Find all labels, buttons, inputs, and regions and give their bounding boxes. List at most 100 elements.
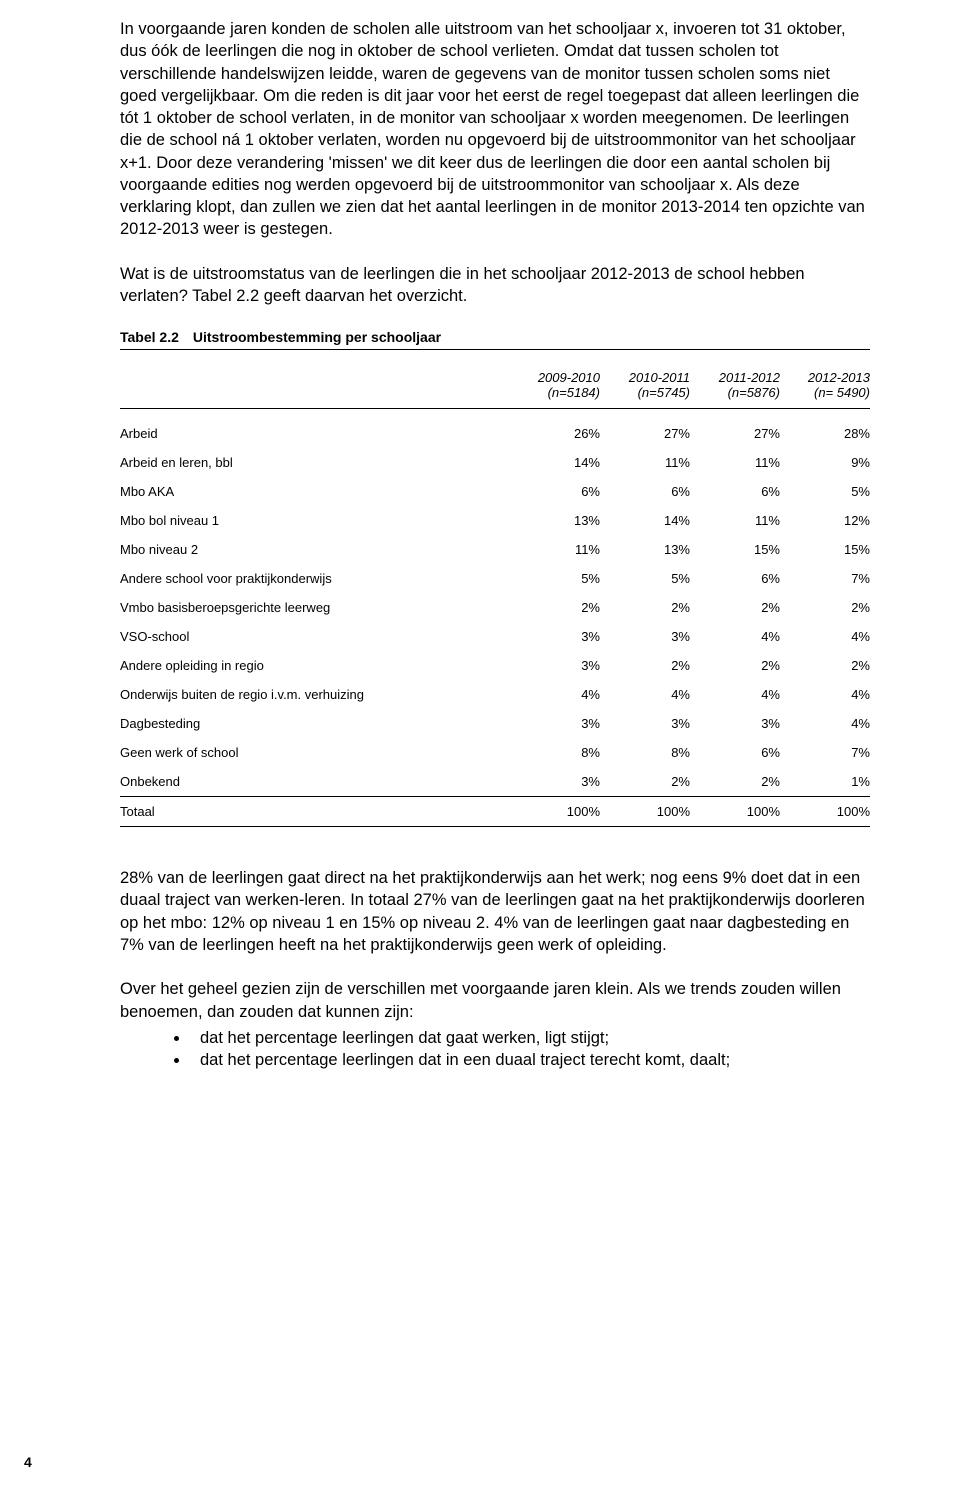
row-label: Mbo AKA [120, 477, 510, 506]
row-value: 2% [600, 651, 690, 680]
row-label: Onderwijs buiten de regio i.v.m. verhuiz… [120, 680, 510, 709]
table-row: Arbeid en leren, bbl14%11%11%9% [120, 448, 870, 477]
row-value: 7% [780, 738, 870, 767]
row-value: 3% [510, 651, 600, 680]
paragraph-2: Wat is de uitstroomstatus van de leerlin… [120, 263, 870, 308]
row-value: 13% [510, 506, 600, 535]
row-value: 11% [600, 448, 690, 477]
data-table: 2009-2010 (n=5184) 2010-2011 (n=5745) 20… [120, 350, 870, 827]
spacer [120, 409, 870, 419]
row-value: 6% [600, 477, 690, 506]
row-value: 6% [690, 477, 780, 506]
bullet-item: dat het percentage leerlingen dat in een… [190, 1049, 870, 1071]
col-n: (n=5876) [690, 385, 780, 400]
table-header-row: 2009-2010 (n=5184) 2010-2011 (n=5745) 20… [120, 350, 870, 408]
row-value: 27% [690, 419, 780, 448]
paragraph-3: 28% van de leerlingen gaat direct na het… [120, 867, 870, 956]
row-value: 4% [690, 622, 780, 651]
row-value: 14% [510, 448, 600, 477]
paragraph-1: In voorgaande jaren konden de scholen al… [120, 18, 870, 241]
table-row: VSO-school3%3%4%4% [120, 622, 870, 651]
table-caption-label: Tabel 2.2 [120, 329, 179, 345]
row-value: 11% [690, 506, 780, 535]
table-row: Mbo bol niveau 113%14%11%12% [120, 506, 870, 535]
page: In voorgaande jaren konden de scholen al… [0, 0, 960, 1488]
row-value: 27% [600, 419, 690, 448]
row-value: 6% [510, 477, 600, 506]
row-value: 4% [510, 680, 600, 709]
row-value: 8% [600, 738, 690, 767]
row-value: 8% [510, 738, 600, 767]
row-label: Onbekend [120, 767, 510, 796]
table-total-row: Totaal100%100%100%100% [120, 797, 870, 826]
row-value: 1% [780, 767, 870, 796]
bullet-list: dat het percentage leerlingen dat gaat w… [170, 1027, 870, 1072]
total-value: 100% [600, 797, 690, 826]
row-value: 13% [600, 535, 690, 564]
col-year: 2011-2012 [690, 370, 780, 385]
row-value: 14% [600, 506, 690, 535]
row-label: Arbeid [120, 419, 510, 448]
row-value: 5% [600, 564, 690, 593]
row-value: 3% [600, 709, 690, 738]
table-header-col-1: 2010-2011 (n=5745) [600, 350, 690, 408]
row-label: VSO-school [120, 622, 510, 651]
row-value: 28% [780, 419, 870, 448]
row-value: 4% [780, 680, 870, 709]
table-body: Arbeid26%27%27%28%Arbeid en leren, bbl14… [120, 408, 870, 827]
row-label: Vmbo basisberoepsgerichte leerweg [120, 593, 510, 622]
table-row: Arbeid26%27%27%28% [120, 419, 870, 448]
row-value: 6% [690, 564, 780, 593]
table-bottom-rule [120, 826, 870, 827]
total-value: 100% [780, 797, 870, 826]
paragraph-4: Over het geheel gezien zijn de verschill… [120, 978, 870, 1023]
table-row: Andere school voor praktijkonderwijs5%5%… [120, 564, 870, 593]
row-value: 9% [780, 448, 870, 477]
table-row: Dagbesteding3%3%3%4% [120, 709, 870, 738]
page-number: 4 [24, 1454, 32, 1470]
row-value: 6% [690, 738, 780, 767]
table-header-col-2: 2011-2012 (n=5876) [690, 350, 780, 408]
row-value: 5% [510, 564, 600, 593]
row-label: Geen werk of school [120, 738, 510, 767]
row-value: 15% [690, 535, 780, 564]
row-value: 4% [780, 709, 870, 738]
table-caption-title: Uitstroombestemming per schooljaar [193, 329, 441, 345]
row-value: 15% [780, 535, 870, 564]
row-label: Mbo bol niveau 1 [120, 506, 510, 535]
row-label: Andere opleiding in regio [120, 651, 510, 680]
table-caption: Tabel 2.2 Uitstroombestemming per schoolj… [120, 329, 870, 345]
bullet-item: dat het percentage leerlingen dat gaat w… [190, 1027, 870, 1049]
row-value: 2% [600, 767, 690, 796]
row-label: Arbeid en leren, bbl [120, 448, 510, 477]
row-value: 2% [690, 593, 780, 622]
row-label: Andere school voor praktijkonderwijs [120, 564, 510, 593]
total-value: 100% [510, 797, 600, 826]
row-value: 3% [600, 622, 690, 651]
row-value: 4% [600, 680, 690, 709]
table-header-empty [120, 350, 510, 408]
row-value: 5% [780, 477, 870, 506]
row-value: 7% [780, 564, 870, 593]
row-value: 2% [690, 767, 780, 796]
row-value: 3% [690, 709, 780, 738]
row-value: 11% [690, 448, 780, 477]
table-row: Mbo AKA6%6%6%5% [120, 477, 870, 506]
col-n: (n=5184) [510, 385, 600, 400]
row-value: 4% [780, 622, 870, 651]
col-n: (n=5745) [600, 385, 690, 400]
table-row: Mbo niveau 211%13%15%15% [120, 535, 870, 564]
row-value: 2% [690, 651, 780, 680]
row-value: 3% [510, 767, 600, 796]
table-row: Andere opleiding in regio3%2%2%2% [120, 651, 870, 680]
row-value: 12% [780, 506, 870, 535]
row-value: 3% [510, 622, 600, 651]
col-year: 2009-2010 [510, 370, 600, 385]
total-label: Totaal [120, 797, 510, 826]
row-value: 26% [510, 419, 600, 448]
table-header-col-3: 2012-2013 (n= 5490) [780, 350, 870, 408]
row-value: 3% [510, 709, 600, 738]
table-row: Vmbo basisberoepsgerichte leerweg2%2%2%2… [120, 593, 870, 622]
row-value: 2% [510, 593, 600, 622]
table-head: 2009-2010 (n=5184) 2010-2011 (n=5745) 20… [120, 350, 870, 408]
